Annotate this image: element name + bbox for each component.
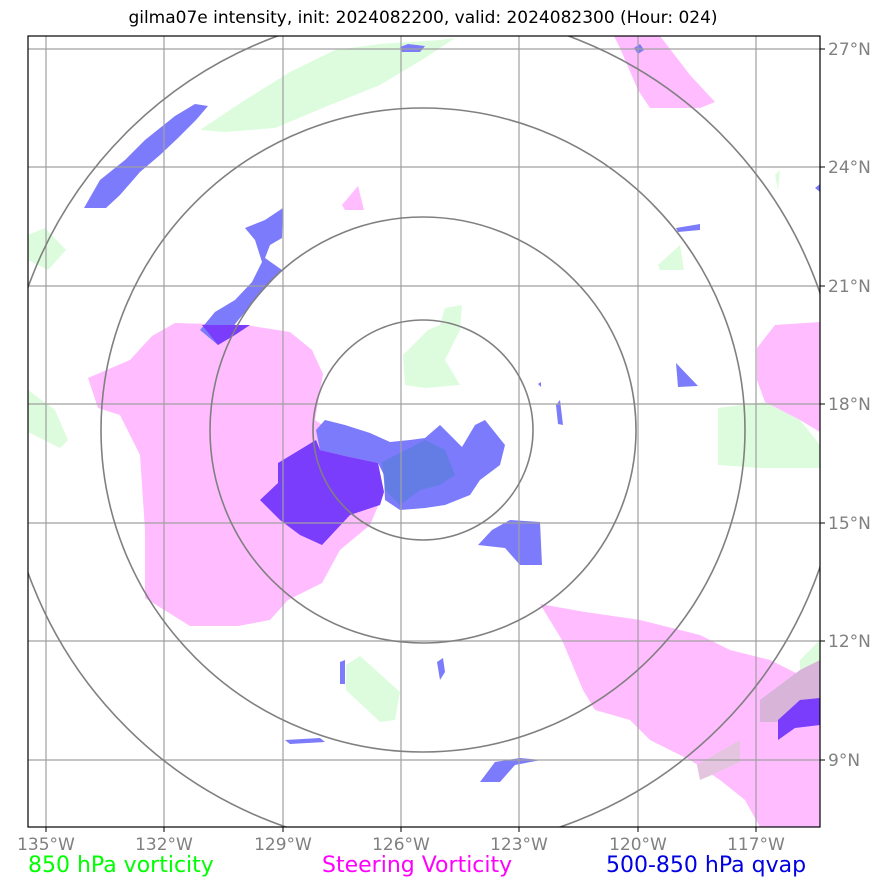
qvap-region	[84, 104, 208, 208]
qvap-region	[340, 660, 345, 684]
lon-label: 129°W	[254, 835, 312, 855]
qvap-center-shade	[382, 440, 455, 505]
lon-label: 120°W	[609, 835, 667, 855]
longitude-labels: 135°W 132°W 129°W 126°W 123°W 120°W 117°…	[17, 835, 785, 855]
overlap-region	[778, 698, 820, 740]
lat-label: 27°N	[828, 40, 871, 60]
steering-vorticity-region	[88, 323, 384, 626]
legend-qvap: 500-850 hPa qvap	[606, 853, 807, 878]
lon-label: 123°W	[490, 835, 548, 855]
lat-label: 18°N	[828, 395, 871, 415]
legend-850-vorticity: 850 hPa vorticity	[28, 853, 214, 878]
qvap-region	[285, 738, 325, 744]
lon-label: 132°W	[135, 835, 193, 855]
range-ring-1	[312, 319, 534, 541]
overlap-region	[202, 325, 250, 345]
steering-vorticity-layer	[88, 36, 820, 827]
graticule	[28, 36, 820, 827]
lon-label: 126°W	[372, 835, 430, 855]
steering-vorticity-region	[614, 36, 715, 108]
lon-label: 117°W	[727, 835, 785, 855]
qvap-region	[676, 224, 700, 232]
plot-frame	[27, 35, 821, 828]
lat-label: 12°N	[828, 632, 871, 652]
vorticity-850-region	[775, 170, 780, 190]
vorticity-850-region	[658, 245, 684, 270]
vorticity-850-region	[28, 228, 66, 270]
lat-label: 21°N	[828, 277, 871, 297]
vorticity-850-region	[200, 38, 455, 132]
qvap-region	[815, 184, 820, 192]
range-ring-2	[209, 216, 637, 644]
qvap-steering-overlap-layer	[202, 325, 820, 740]
chart-title: gilma07e intensity, init: 2024082200, va…	[128, 8, 718, 28]
qvap-region	[437, 658, 445, 680]
field-layers	[28, 36, 820, 827]
qvap-region	[480, 758, 541, 782]
qvap-region	[556, 400, 563, 425]
vorticity-850-region	[346, 656, 400, 722]
qvap-region	[478, 520, 542, 565]
overlap-region	[260, 440, 384, 545]
qvap-region	[400, 44, 425, 52]
legend-steering-vorticity: Steering Vorticity	[322, 853, 513, 878]
steering-vorticity-region	[342, 186, 364, 210]
steering-vorticity-region	[540, 604, 820, 827]
range-rings	[28, 36, 820, 827]
range-ring-3	[100, 107, 746, 753]
qvap-region	[200, 208, 283, 345]
tick-marks	[45, 48, 825, 832]
lat-label: 9°N	[828, 751, 860, 771]
lat-label: 24°N	[828, 158, 871, 178]
lat-label: 15°N	[828, 514, 871, 534]
qvap-region	[676, 363, 698, 387]
latitude-labels: 27°N 24°N 21°N 18°N 15°N 12°N 9°N	[828, 40, 871, 771]
lon-label: 135°W	[17, 835, 75, 855]
qvap-region	[538, 382, 541, 387]
vorticity-850-region	[403, 305, 462, 388]
vorticity-850-region	[28, 390, 68, 448]
